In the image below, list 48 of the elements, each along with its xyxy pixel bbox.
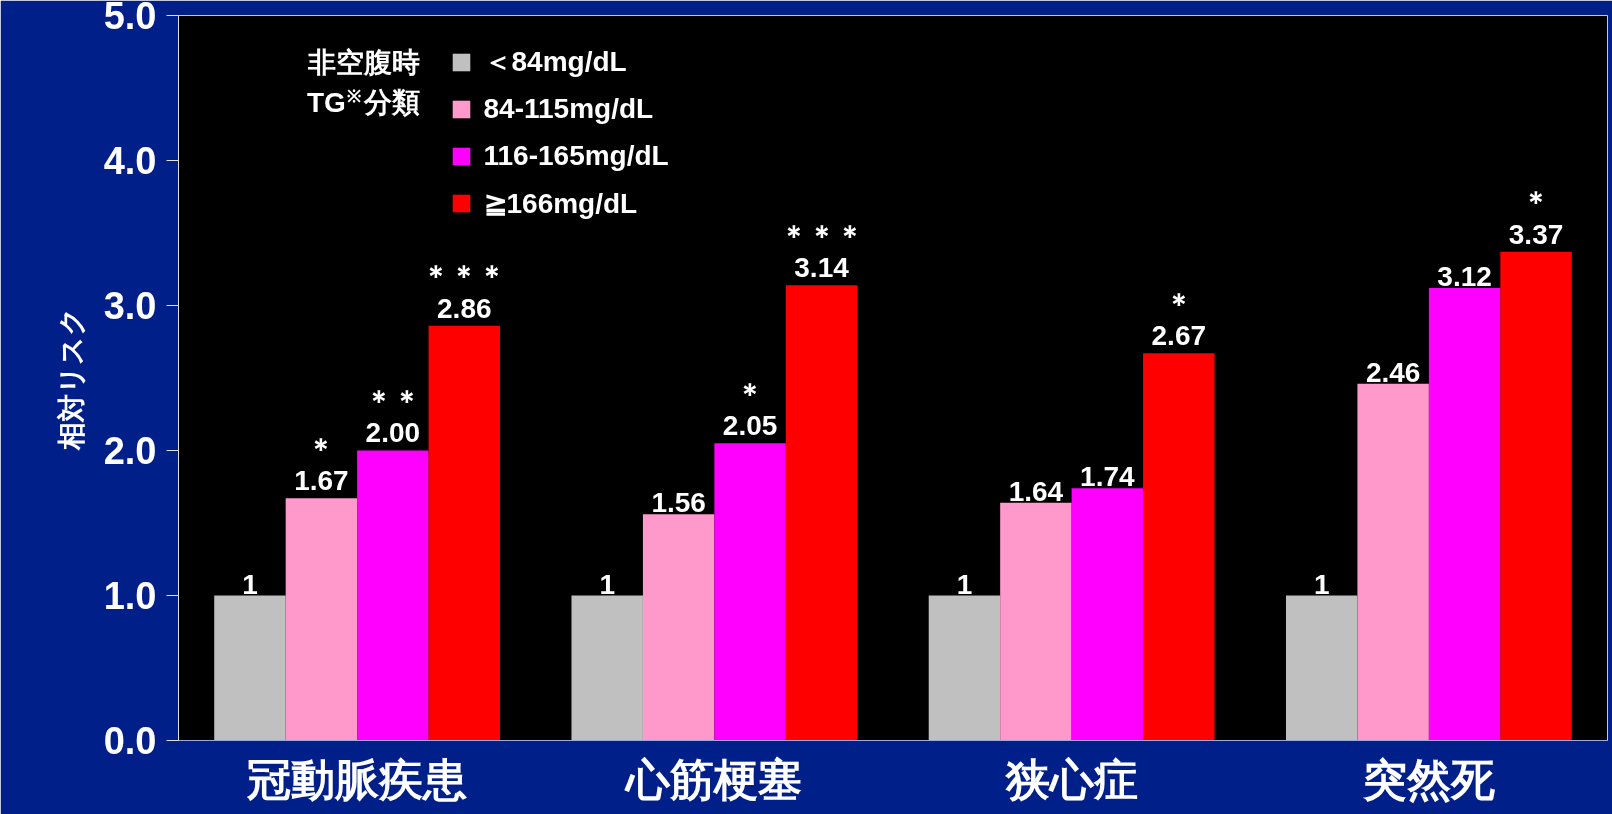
data-label: 2.46 xyxy=(1365,356,1421,388)
y-tick-label: 5.0 xyxy=(103,0,157,37)
y-tick-label: 2.0 xyxy=(103,430,157,472)
x-tick-label: 狭心症 xyxy=(1004,754,1138,804)
y-tick-label: 3.0 xyxy=(103,285,157,327)
data-label: 1.56 xyxy=(651,487,706,519)
legend-label: ≧166mg/dL xyxy=(483,186,638,221)
y-tick-label: 4.0 xyxy=(103,140,157,182)
bar xyxy=(214,595,286,741)
y-axis-title: 相対リスク xyxy=(55,306,87,451)
bar xyxy=(642,514,715,741)
data-label: 3.12 xyxy=(1437,261,1492,293)
data-label: 1 xyxy=(242,568,258,600)
bar xyxy=(428,325,501,741)
bar xyxy=(1357,383,1429,741)
data-label: 1.64 xyxy=(1008,475,1064,507)
bar xyxy=(1500,251,1572,741)
data-label: 1 xyxy=(1313,568,1330,600)
data-label: 1 xyxy=(599,568,615,600)
data-label: ＊ 2.67 xyxy=(1151,287,1207,352)
legend-title: 非空腹時 TG※分類 xyxy=(306,46,421,118)
legend-label: 84-115mg/dL xyxy=(483,92,654,126)
y-tick-label: 1.0 xyxy=(103,575,157,617)
bar xyxy=(928,595,1001,741)
data-label: ＊＊＊ 2.86 xyxy=(422,260,507,324)
data-label: 1 xyxy=(956,568,973,600)
y-tick-label: 0.0 xyxy=(103,720,157,762)
bar xyxy=(1143,353,1215,741)
data-label: ＊＊＊ 3.14 xyxy=(779,219,864,284)
legend-label: ＜84mg/dL xyxy=(483,45,627,79)
x-tick-label: 冠動脈疾患 xyxy=(246,754,468,804)
bar xyxy=(785,285,858,741)
bar xyxy=(1428,288,1501,741)
bar xyxy=(714,443,786,741)
data-label: ＊＊ 2.00 xyxy=(364,384,421,449)
data-label: ＊ 1.67 xyxy=(294,432,349,497)
bar xyxy=(285,498,358,741)
data-label: ＊ 2.05 xyxy=(722,377,778,442)
bar xyxy=(357,450,429,741)
bar xyxy=(571,595,643,741)
data-label: 1.74 xyxy=(1080,461,1136,493)
data-label: ＊ 3.37 xyxy=(1508,186,1564,250)
legend-label: 116-165mg/dL xyxy=(483,139,669,173)
bar xyxy=(1285,595,1358,741)
x-tick-label: 心筋梗塞 xyxy=(624,754,803,804)
bar xyxy=(1000,502,1072,741)
bar xyxy=(1071,488,1144,741)
x-tick-label: 突然死 xyxy=(1361,754,1495,804)
